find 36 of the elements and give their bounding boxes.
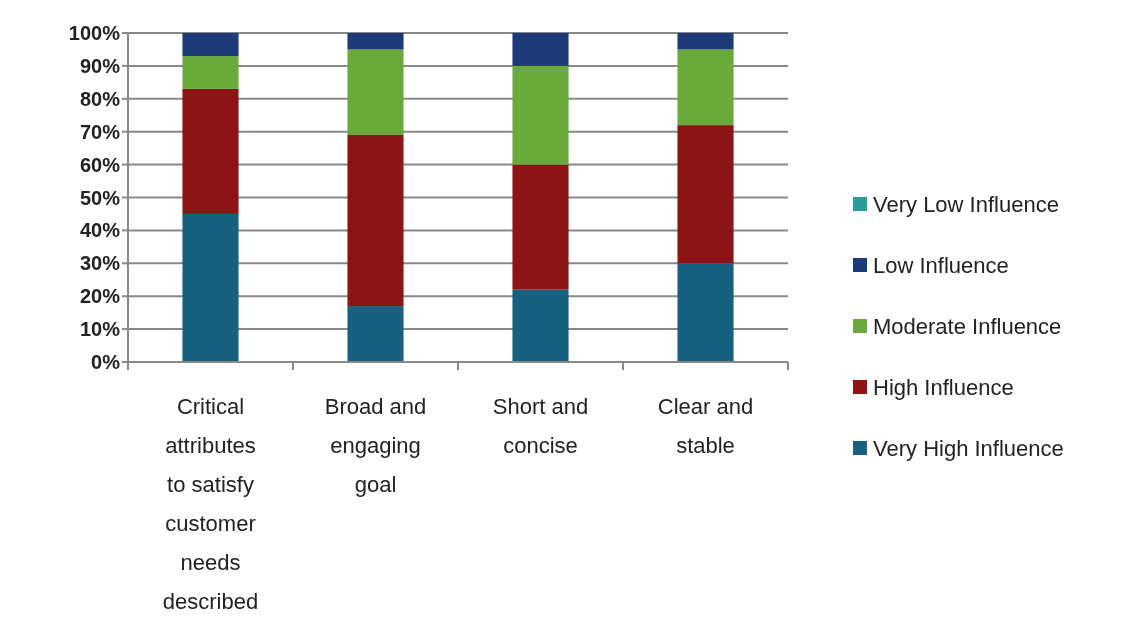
bar [677,33,734,50]
y-tick-label: 60% [79,153,121,176]
bar [182,56,239,89]
legend-label: Low Influence [873,252,1009,278]
y-tick-label: 90% [79,54,121,77]
legend-label: High Influence [873,374,1014,400]
bar [347,33,404,50]
x-tick-label: Broad and engaging goal [324,394,427,497]
x-tick-label: Critical attributes to satisfy customer needs described [162,394,259,614]
y-tick-label: 0% [91,351,121,373]
bar [182,33,239,57]
y-tick-label: 20% [79,285,121,308]
x-tick-label: Clear and stable [657,394,754,458]
y-tick-label: 30% [79,252,121,275]
legend-label: Very High Influence [873,435,1064,461]
bar [347,134,404,307]
bar [512,164,569,290]
bar [677,125,734,264]
y-tick-label: 10% [79,318,121,341]
y-tick-label: 70% [79,120,121,143]
bar [677,263,734,362]
bar [182,213,239,362]
y-tick-label: 50% [79,186,121,209]
legend-label: Moderate Influence [873,313,1062,339]
bar [512,33,569,66]
bar [182,88,239,214]
legend-label: Very Low Influence [873,191,1059,217]
bar [512,65,569,165]
bar [347,49,404,135]
y-tick-label: 40% [79,219,121,242]
bar [677,49,734,126]
y-tick-label: 80% [79,87,121,110]
x-tick-label: Short and concise [492,394,589,458]
bar [347,306,404,362]
y-tick-label: 100% [68,22,121,44]
bar [512,289,569,362]
